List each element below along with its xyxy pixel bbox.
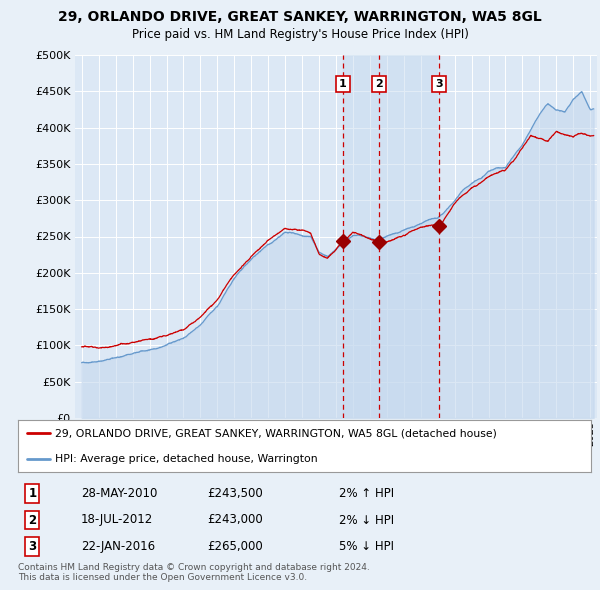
Text: Contains HM Land Registry data © Crown copyright and database right 2024.
This d: Contains HM Land Registry data © Crown c… xyxy=(18,563,370,582)
Text: 1: 1 xyxy=(339,79,347,89)
Text: £243,500: £243,500 xyxy=(207,487,263,500)
Text: 1: 1 xyxy=(28,487,37,500)
Text: 28-MAY-2010: 28-MAY-2010 xyxy=(81,487,157,500)
Bar xyxy=(343,55,439,418)
Text: 3: 3 xyxy=(28,540,37,553)
Text: 22-JAN-2016: 22-JAN-2016 xyxy=(81,540,155,553)
Text: 2% ↓ HPI: 2% ↓ HPI xyxy=(339,513,394,526)
Text: £265,000: £265,000 xyxy=(207,540,263,553)
Text: 2: 2 xyxy=(375,79,383,89)
Text: 2% ↑ HPI: 2% ↑ HPI xyxy=(339,487,394,500)
Text: 29, ORLANDO DRIVE, GREAT SANKEY, WARRINGTON, WA5 8GL (detached house): 29, ORLANDO DRIVE, GREAT SANKEY, WARRING… xyxy=(55,428,497,438)
Text: Price paid vs. HM Land Registry's House Price Index (HPI): Price paid vs. HM Land Registry's House … xyxy=(131,28,469,41)
Text: 5% ↓ HPI: 5% ↓ HPI xyxy=(339,540,394,553)
Text: HPI: Average price, detached house, Warrington: HPI: Average price, detached house, Warr… xyxy=(55,454,318,464)
Text: 2: 2 xyxy=(28,513,37,526)
Text: £243,000: £243,000 xyxy=(207,513,263,526)
Text: 29, ORLANDO DRIVE, GREAT SANKEY, WARRINGTON, WA5 8GL: 29, ORLANDO DRIVE, GREAT SANKEY, WARRING… xyxy=(58,10,542,24)
Text: 3: 3 xyxy=(435,79,443,89)
Text: 18-JUL-2012: 18-JUL-2012 xyxy=(81,513,153,526)
